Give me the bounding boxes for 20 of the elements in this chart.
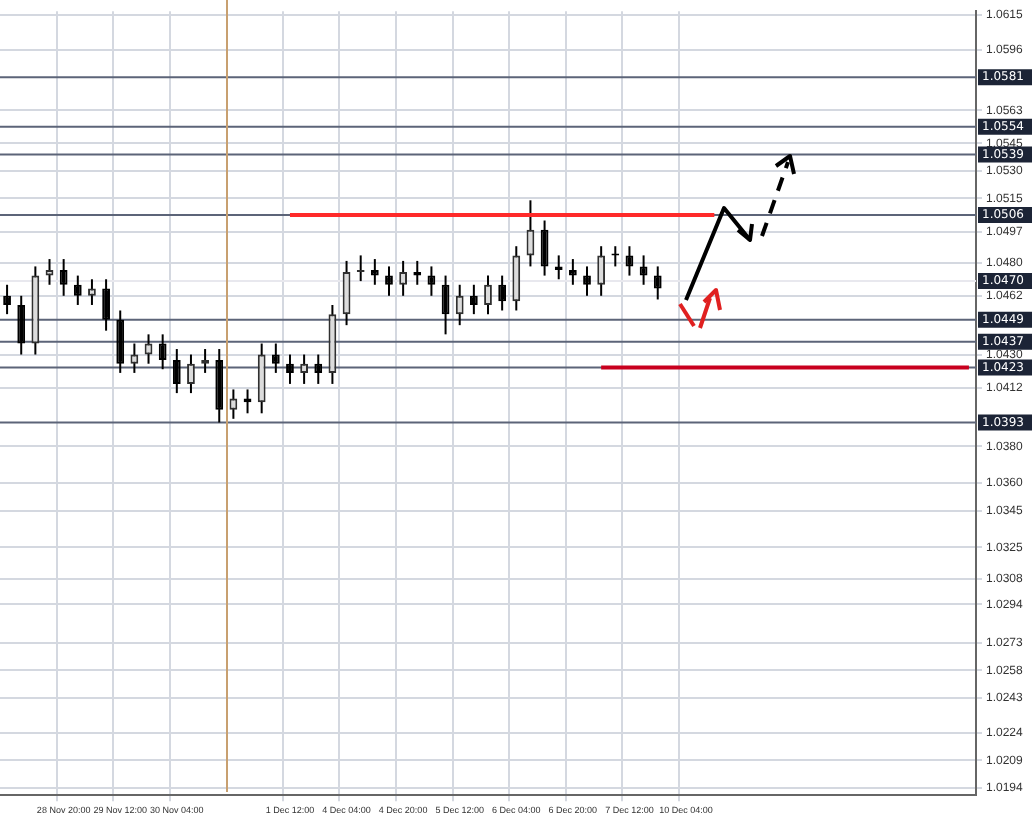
candlestick — [73, 274, 82, 306]
candlestick — [370, 258, 379, 286]
candlestick — [17, 294, 26, 356]
candlestick — [158, 333, 167, 371]
candlestick — [286, 353, 294, 385]
candlestick — [653, 265, 662, 301]
candlestick — [639, 254, 648, 286]
candlestick — [568, 258, 577, 286]
candlestick — [116, 309, 125, 374]
candlestick — [469, 283, 478, 316]
candlestick — [59, 258, 68, 297]
candlestick — [271, 342, 280, 374]
candlestick — [583, 265, 591, 297]
candlestick — [3, 283, 11, 316]
candlestick — [172, 348, 181, 395]
candlestick — [102, 278, 110, 332]
candlestick — [498, 274, 507, 312]
candlestick — [385, 265, 393, 297]
candlestick — [314, 353, 323, 385]
candlestick — [215, 348, 224, 424]
